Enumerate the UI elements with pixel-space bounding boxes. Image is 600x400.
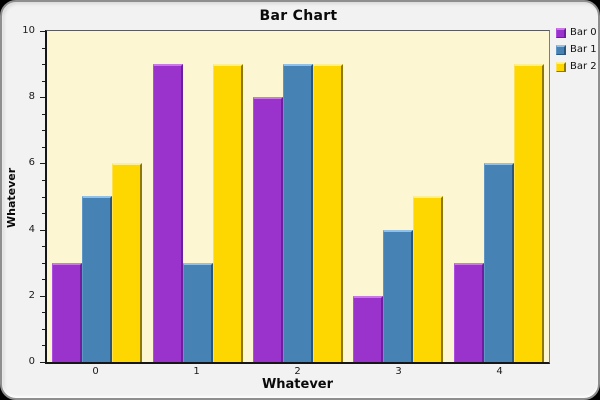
y-tick-minor bbox=[42, 329, 45, 330]
bar bbox=[453, 263, 484, 362]
plot-area bbox=[45, 30, 550, 364]
bar bbox=[283, 64, 314, 362]
bar bbox=[52, 263, 83, 362]
legend-item: Bar 2 bbox=[556, 61, 597, 72]
bar bbox=[383, 230, 414, 362]
legend-item: Bar 0 bbox=[556, 27, 597, 38]
bar bbox=[413, 196, 444, 362]
x-axis-category-labels: 0 1 2 3 4 bbox=[45, 366, 550, 377]
y-tick-label: 0 bbox=[28, 356, 35, 367]
y-tick-minor bbox=[42, 213, 45, 214]
bar bbox=[182, 263, 213, 362]
y-tick-minor bbox=[42, 81, 45, 82]
chart-title: Bar Chart bbox=[259, 8, 338, 24]
legend-label: Bar 2 bbox=[570, 61, 597, 72]
bar bbox=[212, 64, 243, 362]
y-tick-minor bbox=[42, 64, 45, 65]
x-category-label: 0 bbox=[92, 366, 99, 377]
bar bbox=[513, 64, 544, 362]
y-tick-minor bbox=[42, 279, 45, 280]
y-tick-minor bbox=[42, 147, 45, 148]
bar-group bbox=[47, 31, 147, 362]
y-tick-label: 2 bbox=[28, 290, 35, 301]
legend-label: Bar 0 bbox=[570, 27, 597, 38]
bar bbox=[353, 296, 384, 362]
x-category-label: 4 bbox=[496, 366, 503, 377]
bar-group bbox=[449, 31, 549, 362]
y-tick-minor bbox=[42, 130, 45, 131]
y-axis: 0 2 4 6 8 10 bbox=[2, 25, 45, 367]
bar bbox=[253, 97, 284, 362]
bar-group bbox=[147, 31, 247, 362]
bar bbox=[313, 64, 344, 362]
y-tick-minor bbox=[42, 263, 45, 264]
legend: Bar 0 Bar 1 Bar 2 bbox=[556, 27, 597, 72]
y-tick-minor bbox=[42, 312, 45, 313]
y-tick-minor bbox=[42, 197, 45, 198]
bar bbox=[152, 64, 183, 362]
y-tick-label: 10 bbox=[22, 25, 35, 36]
y-tick-label: 4 bbox=[28, 224, 35, 235]
y-tick-major bbox=[40, 296, 45, 297]
bar bbox=[82, 196, 113, 362]
y-tick-minor bbox=[42, 246, 45, 247]
y-tick-label: 8 bbox=[28, 91, 35, 102]
legend-swatch bbox=[556, 61, 566, 72]
x-category-label: 3 bbox=[395, 366, 402, 377]
y-tick-major bbox=[40, 31, 45, 32]
legend-swatch bbox=[556, 44, 566, 55]
bar-group bbox=[348, 31, 448, 362]
x-axis-title: Whatever bbox=[261, 377, 334, 392]
y-tick-major bbox=[40, 97, 45, 98]
y-tick-minor bbox=[42, 114, 45, 115]
y-tick-major bbox=[40, 362, 45, 363]
x-category-label: 1 bbox=[193, 366, 200, 377]
y-tick-minor bbox=[42, 345, 45, 346]
bar bbox=[483, 163, 514, 362]
bar bbox=[112, 163, 143, 362]
legend-label: Bar 1 bbox=[570, 44, 597, 55]
y-tick-minor bbox=[42, 48, 45, 49]
y-tick-major bbox=[40, 230, 45, 231]
y-tick-label: 6 bbox=[28, 157, 35, 168]
y-tick-minor bbox=[42, 180, 45, 181]
bar-groups bbox=[47, 31, 549, 362]
legend-swatch bbox=[556, 27, 566, 38]
bar-group bbox=[248, 31, 348, 362]
y-tick-major bbox=[40, 163, 45, 164]
legend-item: Bar 1 bbox=[556, 44, 597, 55]
x-category-label: 2 bbox=[294, 366, 301, 377]
